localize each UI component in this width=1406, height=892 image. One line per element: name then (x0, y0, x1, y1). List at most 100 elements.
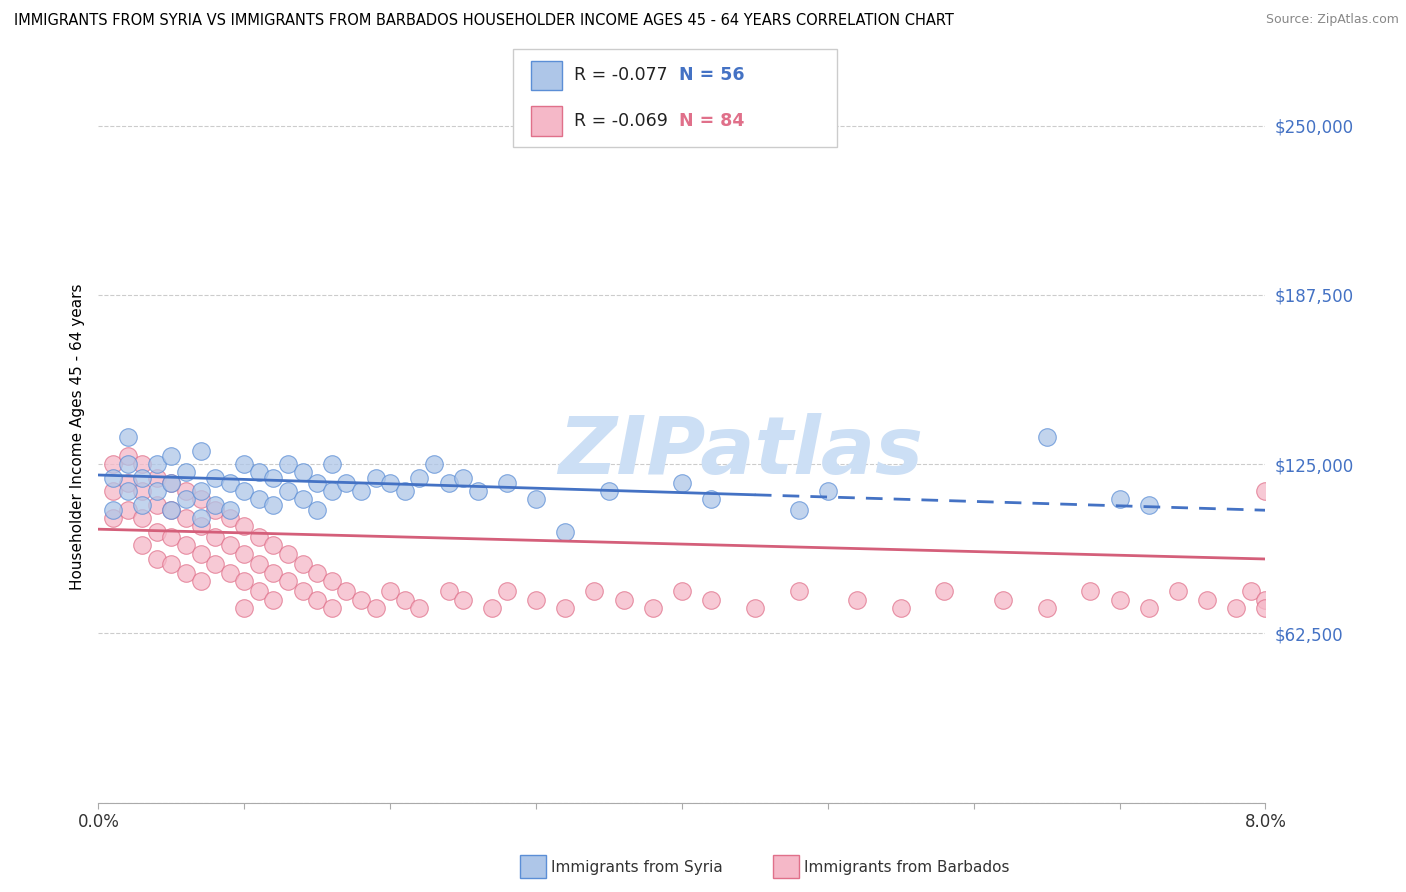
Point (321, 457, 343, 471)
Text: Source: ZipAtlas.com: Source: ZipAtlas.com (1265, 13, 1399, 27)
Point (423, 457, 446, 471)
Point (218, 538, 240, 552)
Text: R = -0.077: R = -0.077 (574, 66, 668, 85)
Point (1254, 592, 1277, 607)
Point (131, 471, 153, 485)
Point (117, 476, 139, 491)
Point (233, 600, 256, 615)
Point (117, 430, 139, 444)
Point (233, 547, 256, 561)
Point (291, 465, 314, 479)
Point (1035, 430, 1057, 444)
Point (160, 530, 183, 544)
Point (262, 566, 284, 580)
Point (101, 503, 124, 517)
Point (277, 484, 299, 499)
Point (131, 498, 153, 512)
Point (233, 519, 256, 533)
Point (131, 484, 153, 499)
Point (218, 476, 240, 491)
Point (291, 492, 314, 507)
Point (700, 492, 723, 507)
Point (583, 584, 606, 599)
Point (321, 600, 343, 615)
Point (160, 476, 183, 491)
Point (101, 511, 124, 525)
Point (146, 457, 169, 471)
Point (437, 584, 460, 599)
Point (146, 552, 169, 566)
Point (934, 584, 956, 599)
Point (131, 538, 153, 552)
Point (598, 484, 620, 499)
Point (554, 600, 576, 615)
Point (174, 484, 197, 499)
Point (117, 503, 139, 517)
Point (394, 592, 416, 607)
Point (174, 492, 197, 507)
Point (117, 484, 139, 499)
Point (262, 592, 284, 607)
Point (1080, 584, 1102, 599)
Point (1240, 584, 1263, 599)
Point (247, 584, 270, 599)
Text: Immigrants from Syria: Immigrants from Syria (551, 860, 723, 874)
Point (307, 503, 329, 517)
Point (496, 584, 519, 599)
Point (190, 511, 212, 525)
Point (160, 476, 183, 491)
Point (481, 600, 503, 615)
Point (744, 600, 766, 615)
Text: IMMIGRANTS FROM SYRIA VS IMMIGRANTS FROM BARBADOS HOUSEHOLDER INCOME AGES 45 - 6: IMMIGRANTS FROM SYRIA VS IMMIGRANTS FROM… (14, 13, 953, 29)
Point (1254, 600, 1277, 615)
Text: N = 84: N = 84 (679, 112, 744, 130)
Point (408, 600, 430, 615)
Point (1225, 600, 1247, 615)
Point (174, 538, 197, 552)
Point (380, 584, 402, 599)
Point (1167, 584, 1189, 599)
Point (671, 476, 693, 491)
Point (467, 484, 489, 499)
Point (233, 484, 256, 499)
Point (190, 443, 212, 458)
Point (233, 457, 256, 471)
Point (394, 484, 416, 499)
Point (190, 519, 212, 533)
Point (364, 600, 387, 615)
Point (1035, 600, 1057, 615)
Point (160, 558, 183, 572)
Point (101, 471, 124, 485)
Point (350, 592, 373, 607)
Point (277, 547, 299, 561)
Point (204, 498, 226, 512)
Point (700, 592, 723, 607)
Point (787, 584, 810, 599)
Point (174, 511, 197, 525)
Point (1197, 592, 1219, 607)
Point (350, 484, 373, 499)
Point (146, 484, 169, 499)
Point (845, 592, 868, 607)
Point (160, 503, 183, 517)
Point (451, 471, 474, 485)
Point (204, 530, 226, 544)
Point (307, 476, 329, 491)
Point (524, 492, 547, 507)
Point (321, 484, 343, 499)
Point (1137, 498, 1160, 512)
Point (451, 592, 474, 607)
Point (291, 584, 314, 599)
Point (204, 503, 226, 517)
Point (117, 457, 139, 471)
Point (1137, 600, 1160, 615)
Point (496, 476, 519, 491)
Point (1254, 484, 1277, 499)
Point (101, 457, 124, 471)
Point (524, 592, 547, 607)
Point (146, 498, 169, 512)
Point (1108, 592, 1130, 607)
Point (101, 484, 124, 499)
Point (321, 574, 343, 588)
Point (671, 584, 693, 599)
